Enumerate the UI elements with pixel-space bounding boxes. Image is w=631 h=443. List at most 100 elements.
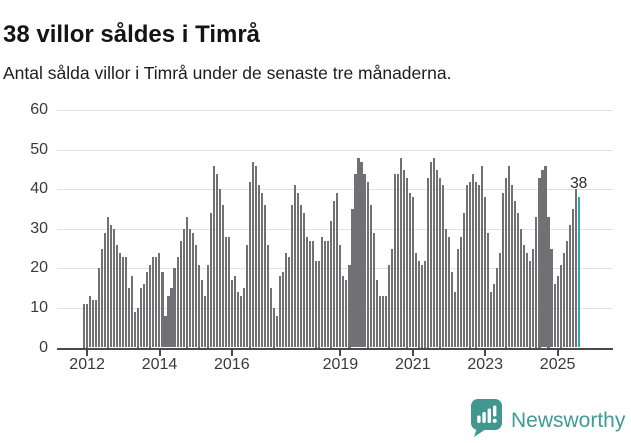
bar [170,288,173,348]
bar [526,252,529,348]
bar [463,213,466,348]
bar [276,315,279,348]
bar [514,201,517,348]
bar [266,244,270,348]
bar [568,224,571,348]
bar [469,181,472,348]
x-axis-label-2016: 2016 [214,356,250,373]
bar [128,288,131,348]
bar [263,205,267,348]
bar [493,284,496,348]
newsworthy-logo[interactable]: Newsworthy [470,398,625,443]
bar [149,264,152,348]
bar [511,185,514,348]
x-tick-2019 [339,349,342,356]
bar [384,296,387,348]
bar [553,284,556,348]
bar [236,292,239,348]
bar [345,280,348,348]
bar [119,252,122,348]
bar [269,288,273,348]
bar [122,256,125,348]
bar [245,244,248,348]
bar [113,228,116,348]
bar [194,244,197,348]
bar [131,276,134,348]
bar [499,252,502,348]
bar [330,221,333,348]
bar [363,173,366,348]
bar [372,232,375,348]
bar [450,272,454,348]
bar [107,217,110,348]
x-tick-2025 [556,349,559,356]
x-axis-label-2019: 2019 [322,356,359,373]
bar [399,157,402,348]
bar [381,296,384,348]
bar [182,228,185,348]
bar [146,272,149,348]
bar [517,213,520,348]
bar [327,240,330,348]
x-tick-2016 [230,349,233,356]
bar [393,173,396,348]
bar [291,205,294,348]
bar [562,252,565,348]
bar [257,185,261,348]
bar [508,165,511,348]
bar [342,276,345,348]
x-tick-2014 [158,349,161,356]
bar [285,252,288,348]
bar [140,288,143,348]
bar [571,209,574,348]
bar [475,181,478,348]
bar [239,296,242,348]
bar [218,189,221,348]
bar [125,256,128,348]
bar [520,228,523,348]
bar [164,315,167,348]
bar [86,304,89,348]
bar [98,268,101,348]
bar [484,197,487,348]
bar [405,177,408,348]
bar [155,256,158,348]
bar [420,264,423,348]
bar [339,244,342,348]
bar [95,300,98,348]
current-value-label: 38 [570,175,588,193]
bar [556,276,559,348]
bar [354,173,357,348]
bar [176,256,179,348]
bar [227,236,230,348]
x-tick-2012 [86,349,89,356]
y-axis-label-0: 0 [39,338,48,356]
bar [432,157,435,348]
bar [532,248,535,348]
bar [426,177,429,348]
bar [423,260,426,348]
x-axis-label-2014: 2014 [141,356,178,373]
bar [333,201,336,348]
bar [300,205,303,348]
bar [481,165,484,348]
x-axis-label-2023: 2023 [467,356,503,373]
bar [348,264,351,348]
bar [402,169,405,348]
newsworthy-wordmark: Newsworthy [511,409,626,432]
bar [309,240,312,348]
bar [502,193,505,348]
bar [535,217,538,348]
y-axis-label-10: 10 [30,299,48,316]
bar [408,193,411,348]
bar [447,236,451,348]
newsworthy-bubble-chart-icon [470,398,504,443]
bar [254,165,257,348]
bar [414,252,417,348]
bar [438,177,441,348]
bar [357,157,360,348]
x-axis-label-2012: 2012 [69,356,105,373]
bar [544,165,547,348]
page-title: 38 villor såldes i Timrå [3,21,261,49]
bar [505,177,508,348]
